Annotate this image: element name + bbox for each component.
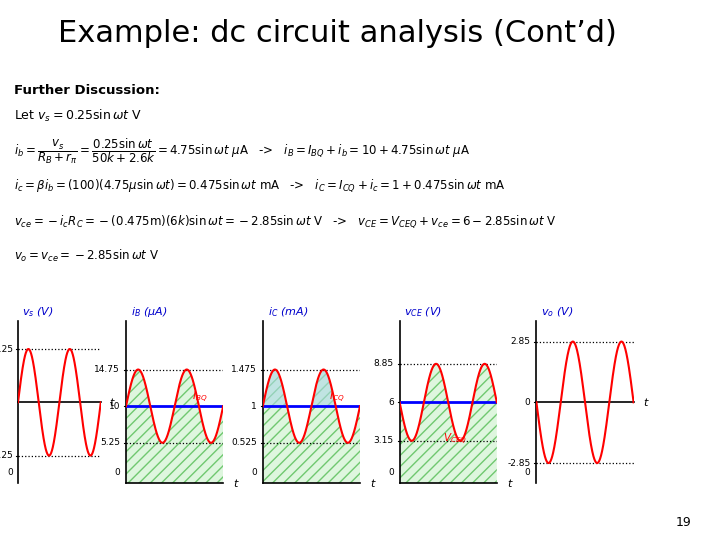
Text: $I_{CQ}$: $I_{CQ}$ [329, 390, 344, 406]
Text: $v_{CE}$ (V): $v_{CE}$ (V) [405, 305, 442, 319]
Text: $v_{ce} = -i_c R_C = -(0.475$m$)(6k)\sin\omega t = -2.85\sin\omega t$ V   ->   $: $v_{ce} = -i_c R_C = -(0.475$m$)(6k)\sin… [14, 213, 557, 230]
Text: -2.85: -2.85 [508, 458, 531, 468]
Text: $V_{CEQ}$: $V_{CEQ}$ [444, 432, 467, 447]
Text: $i_C$ (mA): $i_C$ (mA) [268, 305, 308, 319]
Text: Let $v_s =  0.25 \sin \omega t$ V: Let $v_s = 0.25 \sin \omega t$ V [14, 108, 143, 124]
Text: 0: 0 [525, 398, 531, 407]
Text: 0: 0 [525, 468, 531, 477]
Text: 0: 0 [114, 468, 120, 477]
Text: 0.25: 0.25 [0, 345, 13, 354]
Text: 5.25: 5.25 [100, 438, 120, 447]
Text: 6: 6 [388, 398, 394, 407]
Text: $i_B$ ($\mu$A): $i_B$ ($\mu$A) [131, 305, 167, 319]
Text: $i_b = \dfrac{v_s}{R_B + r_\pi} = \dfrac{0.25\sin\omega t}{50k + 2.6k} = 4.75\si: $i_b = \dfrac{v_s}{R_B + r_\pi} = \dfrac… [14, 138, 470, 166]
Text: $v_o$ (V): $v_o$ (V) [541, 305, 574, 319]
Text: $t$: $t$ [644, 396, 650, 408]
Text: 0: 0 [251, 468, 257, 477]
Text: 1: 1 [251, 402, 257, 410]
Text: $v_o = v_{ce} = -2.85\sin\omega t$ V: $v_o = v_{ce} = -2.85\sin\omega t$ V [14, 248, 160, 265]
Text: 8.85: 8.85 [374, 359, 394, 368]
Text: 0.525: 0.525 [231, 438, 257, 447]
Text: $t$: $t$ [370, 477, 377, 489]
Text: $t$: $t$ [109, 396, 116, 408]
Text: 10: 10 [109, 402, 120, 410]
Text: 19: 19 [675, 516, 691, 529]
Text: $I_{BQ}$: $I_{BQ}$ [192, 390, 207, 406]
Text: $t$: $t$ [233, 477, 240, 489]
Text: Example: dc circuit analysis (Cont’d): Example: dc circuit analysis (Cont’d) [58, 19, 616, 48]
Text: 14.75: 14.75 [94, 365, 120, 374]
Text: 1.475: 1.475 [231, 365, 257, 374]
Text: $t$: $t$ [507, 477, 513, 489]
Text: 0: 0 [388, 468, 394, 477]
Text: $v_s$ (V): $v_s$ (V) [22, 305, 54, 319]
Text: 3.15: 3.15 [374, 436, 394, 446]
Text: Further Discussion:: Further Discussion: [14, 84, 161, 97]
Text: $i_c = \beta i_b = (100)(4.75\mu\sin\omega t) = 0.475\sin\omega t$ mA   ->   $i_: $i_c = \beta i_b = (100)(4.75\mu\sin\ome… [14, 177, 506, 194]
Text: . 0.25: . 0.25 [0, 451, 13, 460]
Text: 2.85: 2.85 [510, 337, 531, 346]
Text: 0: 0 [7, 468, 13, 477]
